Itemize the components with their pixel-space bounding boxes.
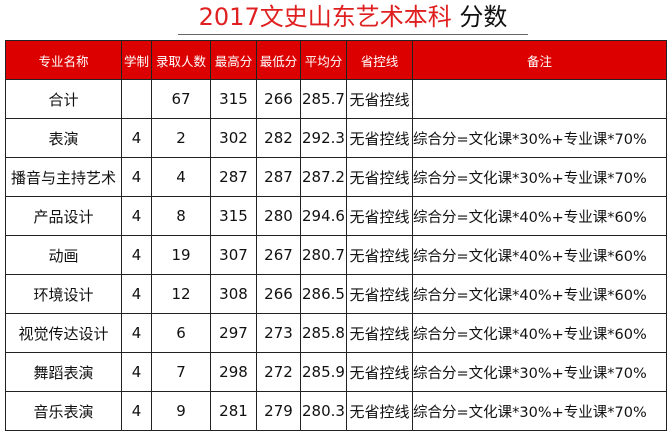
cell-major: 视觉传达设计 <box>5 313 122 353</box>
cell-admitted: 12 <box>151 274 211 314</box>
cell-control-line: 无省控线 <box>346 196 413 236</box>
cell-min-score: 273 <box>256 313 301 353</box>
header-note: 备注 <box>412 40 667 80</box>
title-main: 2017文史山东艺术本科 <box>198 3 452 31</box>
cell-major: 播音与主持艺术 <box>5 157 122 197</box>
table-row: 播音与主持艺术 4 4 287 287 287.2 无省控线 综合分=文化课*30%+专业课*… <box>5 157 667 197</box>
cell-min-score: 272 <box>256 352 301 392</box>
cell-control-line: 无省控线 <box>346 157 413 197</box>
header-max-score: 最高分 <box>210 40 257 80</box>
table-row: 舞蹈表演 4 7 298 272 285.9 无省控线 综合分=文化课*30%+专业课*70% <box>5 352 667 392</box>
cell-duration: 4 <box>121 118 152 158</box>
cell-avg-score: 285.9 <box>300 352 347 392</box>
cell-admitted: 4 <box>151 157 211 197</box>
cell-avg-score: 285.8 <box>300 313 347 353</box>
cell-min-score: 280 <box>256 196 301 236</box>
cell-major: 舞蹈表演 <box>5 352 122 392</box>
cell-note <box>412 79 667 119</box>
cell-min-score: 266 <box>256 274 301 314</box>
cell-note: 综合分=文化课*30%+专业课*70% <box>412 118 667 158</box>
cell-admitted: 8 <box>151 196 211 236</box>
cell-note: 综合分=文化课*30%+专业课*70% <box>412 391 667 431</box>
cell-admitted: 19 <box>151 235 211 275</box>
cell-note: 综合分=文化课*40%+专业课*60% <box>412 313 667 353</box>
cell-duration: 4 <box>121 196 152 236</box>
cell-duration: 4 <box>121 352 152 392</box>
cell-admitted: 67 <box>151 79 211 119</box>
cell-duration <box>121 79 152 119</box>
score-table: 专业名称 学制 录取人数 最高分 最低分 平均分 省控线 备注 合计 67 315 266 285.7… <box>5 40 667 431</box>
cell-max-score: 297 <box>210 313 257 353</box>
table-row: 产品设计 4 8 315 280 294.6 无省控线 综合分=文化课*40%+专业课*60% <box>5 196 667 236</box>
cell-min-score: 282 <box>256 118 301 158</box>
cell-avg-score: 287.2 <box>300 157 347 197</box>
cell-max-score: 302 <box>210 118 257 158</box>
cell-control-line: 无省控线 <box>346 391 413 431</box>
cell-note: 综合分=文化课*40%+专业课*60% <box>412 235 667 275</box>
cell-max-score: 315 <box>210 79 257 119</box>
cell-duration: 4 <box>121 157 152 197</box>
cell-major: 产品设计 <box>5 196 122 236</box>
header-avg-score: 平均分 <box>300 40 347 80</box>
cell-admitted: 7 <box>151 352 211 392</box>
cell-max-score: 287 <box>210 157 257 197</box>
cell-max-score: 281 <box>210 391 257 431</box>
cell-note: 综合分=文化课*40%+专业课*60% <box>412 196 667 236</box>
cell-duration: 4 <box>121 235 152 275</box>
cell-major: 动画 <box>5 235 122 275</box>
header-duration: 学制 <box>121 40 152 80</box>
cell-admitted: 6 <box>151 313 211 353</box>
table-row: 视觉传达设计 4 6 297 273 285.8 无省控线 综合分=文化课*40%+专业课*6… <box>5 313 667 353</box>
cell-control-line: 无省控线 <box>346 79 413 119</box>
cell-min-score: 287 <box>256 157 301 197</box>
header-min-score: 最低分 <box>256 40 301 80</box>
cell-major: 表演 <box>5 118 122 158</box>
table-row: 音乐表演 4 9 281 279 280.3 无省控线 综合分=文化课*30%+专业课*70% <box>5 391 667 431</box>
cell-control-line: 无省控线 <box>346 118 413 158</box>
cell-note: 综合分=文化课*30%+专业课*70% <box>412 352 667 392</box>
page-title: 2017文史山东艺术本科 分数 <box>178 0 528 35</box>
cell-admitted: 2 <box>151 118 211 158</box>
cell-avg-score: 280.3 <box>300 391 347 431</box>
cell-major: 音乐表演 <box>5 391 122 431</box>
cell-avg-score: 294.6 <box>300 196 347 236</box>
cell-duration: 4 <box>121 391 152 431</box>
cell-major: 环境设计 <box>5 274 122 314</box>
cell-major: 合计 <box>5 79 122 119</box>
table-row: 动画 4 19 307 267 280.7 无省控线 综合分=文化课*40%+专业课*60% <box>5 235 667 275</box>
header-row: 专业名称 学制 录取人数 最高分 最低分 平均分 省控线 备注 <box>5 40 667 80</box>
cell-min-score: 267 <box>256 235 301 275</box>
cell-admitted: 9 <box>151 391 211 431</box>
cell-max-score: 298 <box>210 352 257 392</box>
cell-avg-score: 285.7 <box>300 79 347 119</box>
cell-max-score: 315 <box>210 196 257 236</box>
cell-avg-score: 286.5 <box>300 274 347 314</box>
cell-control-line: 无省控线 <box>346 274 413 314</box>
cell-control-line: 无省控线 <box>346 235 413 275</box>
cell-avg-score: 280.7 <box>300 235 347 275</box>
cell-duration: 4 <box>121 313 152 353</box>
cell-control-line: 无省控线 <box>346 313 413 353</box>
cell-note: 综合分=文化课*40%+专业课*60% <box>412 274 667 314</box>
cell-control-line: 无省控线 <box>346 352 413 392</box>
cell-min-score: 266 <box>256 79 301 119</box>
cell-avg-score: 292.3 <box>300 118 347 158</box>
cell-max-score: 307 <box>210 235 257 275</box>
cell-note: 综合分=文化课*30%+专业课*70% <box>412 157 667 197</box>
table-row: 环境设计 4 12 308 266 286.5 无省控线 综合分=文化课*40%+专业课*60… <box>5 274 667 314</box>
table-row: 表演 4 2 302 282 292.3 无省控线 综合分=文化课*30%+专业课*70% <box>5 118 667 158</box>
cell-min-score: 279 <box>256 391 301 431</box>
cell-duration: 4 <box>121 274 152 314</box>
title-suffix: 分数 <box>459 3 508 31</box>
header-control-line: 省控线 <box>346 40 413 80</box>
cell-max-score: 308 <box>210 274 257 314</box>
table-row: 合计 67 315 266 285.7 无省控线 <box>5 79 667 119</box>
header-admitted: 录取人数 <box>151 40 211 80</box>
header-major: 专业名称 <box>5 40 122 80</box>
